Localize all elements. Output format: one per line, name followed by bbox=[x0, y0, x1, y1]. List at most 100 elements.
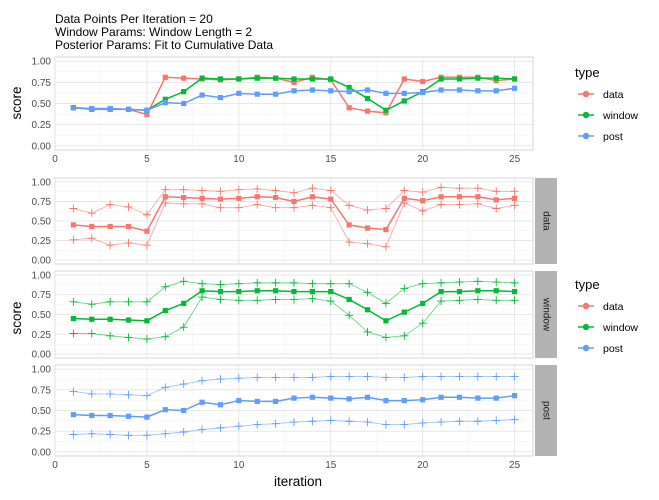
top-window-point bbox=[493, 75, 499, 81]
top-post-point bbox=[254, 91, 260, 97]
facet-data-data-point bbox=[236, 195, 242, 201]
facet-window-window-point bbox=[438, 288, 444, 295]
top-x-tick-label: 0 bbox=[52, 154, 58, 165]
facet-window-window-upper-point bbox=[492, 278, 501, 287]
facet-post-x-tick-label: 10 bbox=[233, 460, 245, 471]
facet-post-y-tick-label: 0.50 bbox=[32, 406, 52, 417]
facet-data-data-lower-point bbox=[87, 234, 96, 243]
facet-post-post-point bbox=[70, 412, 76, 418]
top-post-point bbox=[328, 88, 334, 94]
facet-data-data-lower-point bbox=[69, 235, 78, 244]
facet-post-post-point bbox=[181, 407, 187, 414]
facet-data-data-upper-point bbox=[290, 188, 298, 197]
facet-window-window-point bbox=[254, 288, 260, 294]
facet-post-post-point bbox=[273, 398, 279, 404]
facet-post-post-lower-point bbox=[418, 418, 427, 427]
facet-data-data-point bbox=[144, 228, 150, 234]
top-window-point bbox=[364, 95, 371, 102]
facet-data-data-point bbox=[309, 194, 315, 200]
legend-top-key-point-data bbox=[582, 90, 590, 98]
facet-window-window-upper-point bbox=[87, 300, 96, 309]
facet-post-post-point bbox=[162, 407, 168, 413]
facet-post-post-lower-point bbox=[308, 417, 317, 426]
legend-top-key-point-window bbox=[582, 111, 590, 119]
facet-window-window-upper-point bbox=[473, 277, 482, 286]
top-window-point bbox=[217, 76, 224, 82]
facet-data-y-tick-label: 0.50 bbox=[32, 217, 52, 228]
facet-post-post-lower-point bbox=[363, 418, 372, 427]
facet-window-window-lower-point bbox=[510, 296, 519, 305]
title-line-1: Data Points Per Iteration = 20 bbox=[55, 12, 213, 26]
facet-post-post-upper-point bbox=[216, 375, 225, 384]
facet-post-post-upper-point bbox=[308, 373, 317, 382]
facet-window-window-point bbox=[107, 316, 113, 322]
facet-window-window-upper-point bbox=[437, 278, 446, 287]
facet-post-post-lower-point bbox=[106, 430, 115, 439]
facet-post-post-point bbox=[236, 397, 242, 404]
facet-data-data-point bbox=[383, 227, 389, 233]
facet-data-data-upper-point bbox=[253, 184, 262, 193]
top-post-point bbox=[236, 90, 242, 96]
facet-post-post-point bbox=[438, 394, 444, 400]
facet-window-window-upper-point bbox=[363, 288, 372, 297]
facet-post-post-lower-point bbox=[271, 419, 280, 428]
facet-window-window-upper-point bbox=[400, 284, 409, 293]
facet-post-post-upper-point bbox=[345, 372, 354, 381]
top-window-point bbox=[383, 107, 389, 113]
facet-data-data-lower-point bbox=[455, 200, 464, 209]
facet-window-window-point bbox=[199, 288, 205, 294]
facet-window-window-lower-point bbox=[271, 295, 280, 304]
facet-post-post-upper-point bbox=[161, 383, 170, 392]
facet-window-window-upper-point bbox=[271, 278, 280, 287]
facet-post-post-point bbox=[309, 394, 315, 400]
facet-window-window-lower-point bbox=[290, 295, 298, 304]
facet-data-data-lower-point bbox=[234, 203, 243, 212]
facet-data-data-upper-point bbox=[345, 201, 354, 210]
top-post-point bbox=[70, 105, 76, 111]
top-window-point bbox=[162, 96, 168, 102]
facet-window-window-upper-point bbox=[216, 280, 225, 289]
facet-post-post-point bbox=[493, 395, 499, 401]
facet-window-window-point bbox=[125, 317, 132, 323]
facet-window-window-upper-point bbox=[381, 299, 390, 308]
top-y-axis-title: score bbox=[9, 86, 24, 119]
facet-post-y-tick-label: 1.00 bbox=[32, 365, 52, 376]
facet-data-data-upper-point bbox=[473, 184, 482, 193]
facet-post-x-tick-label: 25 bbox=[509, 460, 521, 471]
facet-data-data-point bbox=[181, 194, 187, 201]
top-window-point bbox=[475, 75, 481, 81]
top-post-point bbox=[346, 89, 352, 95]
facet-window-window-point bbox=[181, 300, 187, 307]
facet-post-post-lower-point bbox=[234, 422, 243, 431]
facet-window-window-point bbox=[475, 288, 481, 294]
facet-post-post-upper-point bbox=[198, 376, 207, 385]
facet-post-post-lower-point bbox=[437, 418, 446, 427]
facet-post-post-upper-point bbox=[179, 380, 188, 389]
facet-post-x-tick-label: 15 bbox=[325, 460, 337, 471]
top-window-point bbox=[236, 76, 242, 82]
facet-window-window-upper-point bbox=[455, 278, 464, 287]
facet-window-y-tick-label: 0.75 bbox=[32, 290, 52, 301]
facet-window-window-lower-point bbox=[363, 327, 372, 336]
facet-post-post-upper-point bbox=[326, 372, 335, 381]
facet-data-y-tick-label: 0.25 bbox=[32, 236, 52, 247]
facet-y-axis-title: score bbox=[9, 301, 24, 334]
strip-bg-data bbox=[535, 178, 557, 264]
facet-data-data-upper-point bbox=[510, 187, 519, 196]
facet-post-post-upper-point bbox=[455, 372, 464, 381]
top-post-point bbox=[217, 94, 224, 101]
facet-post-x-tick-label: 0 bbox=[52, 460, 58, 471]
title-line-2: Window Params: Window Length = 2 bbox=[55, 25, 252, 39]
top-data-point bbox=[291, 79, 297, 85]
facet-post-post-lower-point bbox=[161, 429, 170, 438]
top-post-point bbox=[199, 92, 205, 98]
facet-window-window-lower-point bbox=[381, 333, 390, 342]
facet-window-window-upper-point bbox=[345, 279, 354, 288]
top-post-point bbox=[401, 90, 407, 96]
facet-data-data-lower-point bbox=[271, 203, 280, 212]
facet-data-data-point bbox=[493, 197, 499, 203]
facet-window-window-upper-point bbox=[179, 277, 188, 286]
facet-post-post-upper-point bbox=[363, 372, 372, 381]
facet-window-window-lower-point bbox=[400, 331, 409, 340]
